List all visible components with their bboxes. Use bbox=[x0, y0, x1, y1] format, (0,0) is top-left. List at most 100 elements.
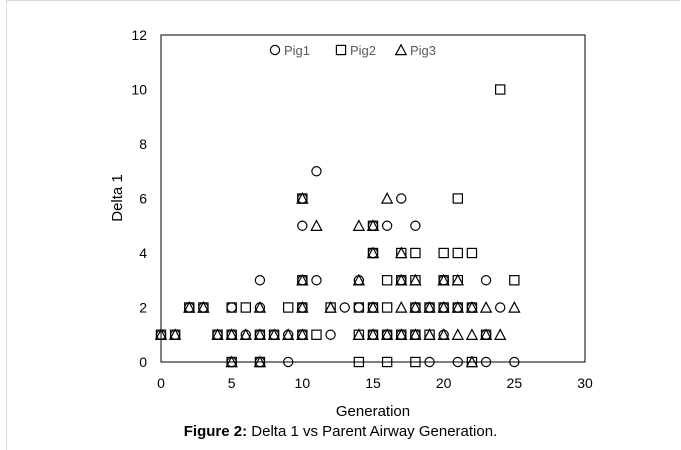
x-axis-title: Generation bbox=[336, 403, 410, 420]
y-tick-label: 4 bbox=[139, 245, 147, 261]
x-tick-label: 30 bbox=[577, 375, 593, 391]
pig1-point bbox=[353, 302, 365, 313]
y-axis-title: Delta 1 bbox=[109, 174, 126, 222]
data-markers bbox=[154, 84, 521, 368]
pig3-point bbox=[253, 355, 267, 368]
pig1-legend-marker bbox=[269, 44, 281, 56]
y-axis-ticks: 0 2 4 6 8 10 12 bbox=[131, 27, 147, 370]
pig2-point bbox=[283, 302, 294, 313]
legend-label: Pig1 bbox=[284, 43, 310, 58]
pig2-point bbox=[311, 329, 322, 340]
y-tick-label: 0 bbox=[139, 354, 147, 370]
pig2-point bbox=[226, 302, 237, 313]
pig3-point bbox=[465, 355, 479, 368]
pig3-point bbox=[310, 219, 323, 231]
pig3-point bbox=[352, 219, 366, 231]
pig2-point bbox=[466, 247, 478, 259]
pig3-point bbox=[479, 301, 493, 313]
figure-caption: Figure 2: Delta 1 vs Parent Airway Gener… bbox=[0, 423, 681, 440]
pig2-legend-marker bbox=[335, 44, 347, 56]
pig3-point bbox=[395, 246, 408, 259]
pig1-point bbox=[297, 220, 308, 231]
pig3-point bbox=[211, 328, 224, 340]
pig1-point bbox=[283, 356, 294, 368]
pig2-point bbox=[381, 356, 393, 368]
pig1-point bbox=[424, 356, 435, 368]
pig3-point bbox=[451, 301, 464, 313]
y-tick-label: 12 bbox=[131, 27, 147, 43]
x-tick-label: 0 bbox=[157, 375, 165, 391]
pig3-point bbox=[366, 328, 380, 340]
pig1-point bbox=[254, 275, 266, 286]
pig1-point bbox=[480, 356, 492, 368]
pig2-point bbox=[353, 356, 365, 368]
pig2-point bbox=[410, 247, 421, 259]
pig1-point bbox=[410, 220, 421, 231]
pig3-point bbox=[282, 328, 295, 340]
pig3-point bbox=[296, 328, 309, 340]
legend-label: Pig3 bbox=[410, 43, 436, 58]
pig3-point bbox=[423, 328, 436, 340]
pig3-point bbox=[395, 273, 408, 286]
pig3-point bbox=[352, 328, 366, 340]
pig3-point bbox=[437, 328, 450, 340]
pig3-point bbox=[423, 301, 436, 313]
pig3-point bbox=[239, 328, 252, 340]
pig3-point bbox=[409, 301, 422, 313]
pig2-point bbox=[410, 356, 421, 368]
pig2-point bbox=[438, 247, 449, 259]
pig3-point bbox=[395, 301, 408, 313]
pig3-point bbox=[465, 328, 479, 340]
pig2-point bbox=[495, 84, 506, 95]
pig3-point bbox=[225, 355, 238, 368]
pig3-point bbox=[465, 301, 479, 313]
pig3-point bbox=[324, 301, 337, 313]
pig3-point bbox=[225, 328, 238, 340]
pig3-point bbox=[352, 273, 366, 286]
x-axis-ticks: 0 5 10 15 20 25 30 bbox=[157, 375, 593, 391]
pig1-point bbox=[325, 329, 336, 340]
legend: Pig1 Pig2 Pig3 bbox=[269, 43, 436, 58]
pig3-point bbox=[296, 192, 309, 204]
pig1-point bbox=[311, 275, 322, 286]
pig3-point bbox=[197, 301, 210, 313]
pig2-point bbox=[452, 193, 464, 204]
pig3-point bbox=[253, 328, 267, 340]
pig3-point bbox=[494, 328, 507, 340]
x-tick-label: 10 bbox=[295, 375, 311, 391]
pig3-point bbox=[451, 273, 464, 286]
figure-frame bbox=[6, 0, 680, 450]
x-tick-label: 5 bbox=[228, 375, 236, 391]
x-tick-label: 20 bbox=[436, 375, 452, 391]
pig3-point bbox=[437, 301, 450, 313]
pig1-point bbox=[480, 275, 492, 286]
pig3-point bbox=[267, 328, 281, 340]
pig3-point bbox=[395, 328, 408, 340]
caption-label: Figure 2: bbox=[183, 423, 248, 440]
pig3-point bbox=[409, 328, 422, 340]
pig3-point bbox=[296, 301, 309, 313]
pig3-point bbox=[437, 273, 450, 286]
pig3-point bbox=[508, 301, 521, 313]
pig3-point bbox=[296, 273, 309, 286]
pig3-point bbox=[409, 273, 422, 286]
y-tick-label: 2 bbox=[139, 300, 147, 316]
pig2-point bbox=[381, 302, 393, 313]
pig2-point bbox=[240, 302, 251, 313]
pig1-point bbox=[311, 166, 322, 177]
x-tick-label: 15 bbox=[365, 375, 381, 391]
pig3-point bbox=[154, 328, 168, 340]
pig3-point bbox=[366, 301, 380, 313]
y-tick-label: 6 bbox=[139, 191, 147, 207]
pig2-point bbox=[353, 302, 365, 313]
pig3-legend-marker bbox=[394, 43, 408, 56]
pig1-point bbox=[396, 193, 407, 204]
scatter-chart: 0 2 4 6 8 10 12 0 5 10 15 20 25 30 Generation Delta … bbox=[109, 27, 593, 420]
pig1-point bbox=[495, 302, 506, 313]
pig3-point bbox=[183, 301, 196, 313]
legend-label: Pig2 bbox=[350, 43, 376, 58]
pig1-point bbox=[381, 220, 393, 231]
y-tick-label: 10 bbox=[131, 82, 147, 98]
pig3-point bbox=[366, 246, 380, 259]
x-tick-label: 25 bbox=[507, 375, 523, 391]
